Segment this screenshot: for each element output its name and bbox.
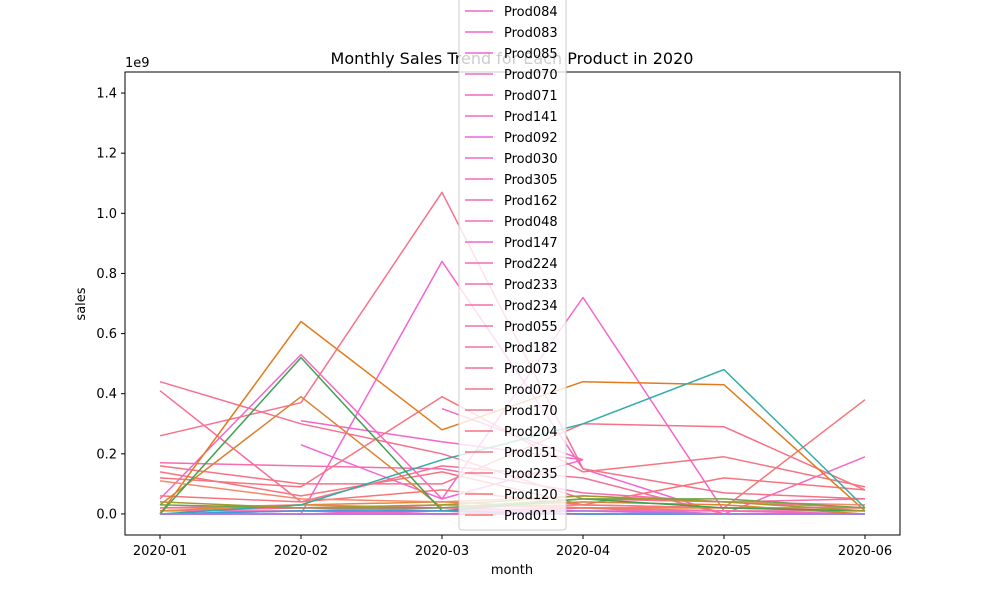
legend-label: Prod030: [504, 152, 558, 167]
legend-label: Prod085: [504, 47, 558, 62]
legend-label: Prod073: [504, 362, 558, 377]
y-tick-label: 1.4: [96, 87, 117, 102]
legend-label: Prod204: [504, 425, 558, 440]
y-scale-label: 1e9: [125, 56, 150, 71]
legend-label: Prod071: [504, 89, 558, 104]
legend-label: Prod048: [504, 215, 558, 230]
legend-label: Prod055: [504, 320, 558, 335]
legend-label: Prod182: [504, 341, 558, 356]
legend-label: Prod141: [504, 110, 558, 125]
legend: Prod084 Prod083 Prod085 Prod070 Prod071 Prod1…: [458, 0, 567, 531]
x-axis-title: month: [491, 563, 533, 578]
y-tick-label: 0.4: [96, 387, 117, 402]
x-tick-label: 2020-01: [133, 544, 187, 559]
legend-label: Prod233: [504, 278, 558, 293]
legend-label: Prod092: [504, 131, 558, 146]
x-tick-label: 2020-05: [697, 544, 751, 559]
legend-label: Prod234: [504, 299, 558, 314]
y-tick-label: 0.0: [96, 507, 117, 522]
y-tick-label: 1.2: [96, 147, 117, 162]
legend-label: Prod151: [504, 446, 558, 461]
x-tick-label: 2020-02: [274, 544, 328, 559]
legend-box: [458, 0, 567, 531]
legend-label: Prod084: [504, 5, 558, 20]
y-tick-label: 0.2: [96, 447, 117, 462]
x-tick-label: 2020-06: [838, 544, 892, 559]
x-tick-label: 2020-04: [556, 544, 610, 559]
y-tick-label: 0.6: [96, 327, 117, 342]
x-tick-label: 2020-03: [415, 544, 469, 559]
legend-label: Prod147: [504, 236, 558, 251]
legend-label: Prod011: [504, 509, 558, 524]
legend-label: Prod120: [504, 488, 558, 503]
y-axis: 0.0 0.2 0.4 0.6 0.8 1.0 1.2 1.4: [96, 87, 125, 522]
legend-label: Prod305: [504, 173, 558, 188]
x-axis: 2020-01 2020-02 2020-03 2020-04 2020-05 2020-…: [133, 535, 892, 559]
y-axis-title: sales: [74, 287, 89, 320]
legend-label: Prod224: [504, 257, 558, 272]
legend-label: Prod070: [504, 68, 558, 83]
y-tick-label: 0.8: [96, 267, 117, 282]
legend-label: Prod072: [504, 383, 558, 398]
legend-label: Prod083: [504, 26, 558, 41]
y-tick-label: 1.0: [96, 207, 117, 222]
legend-label: Prod162: [504, 194, 558, 209]
legend-label: Prod170: [504, 404, 558, 419]
legend-label: Prod235: [504, 467, 558, 482]
